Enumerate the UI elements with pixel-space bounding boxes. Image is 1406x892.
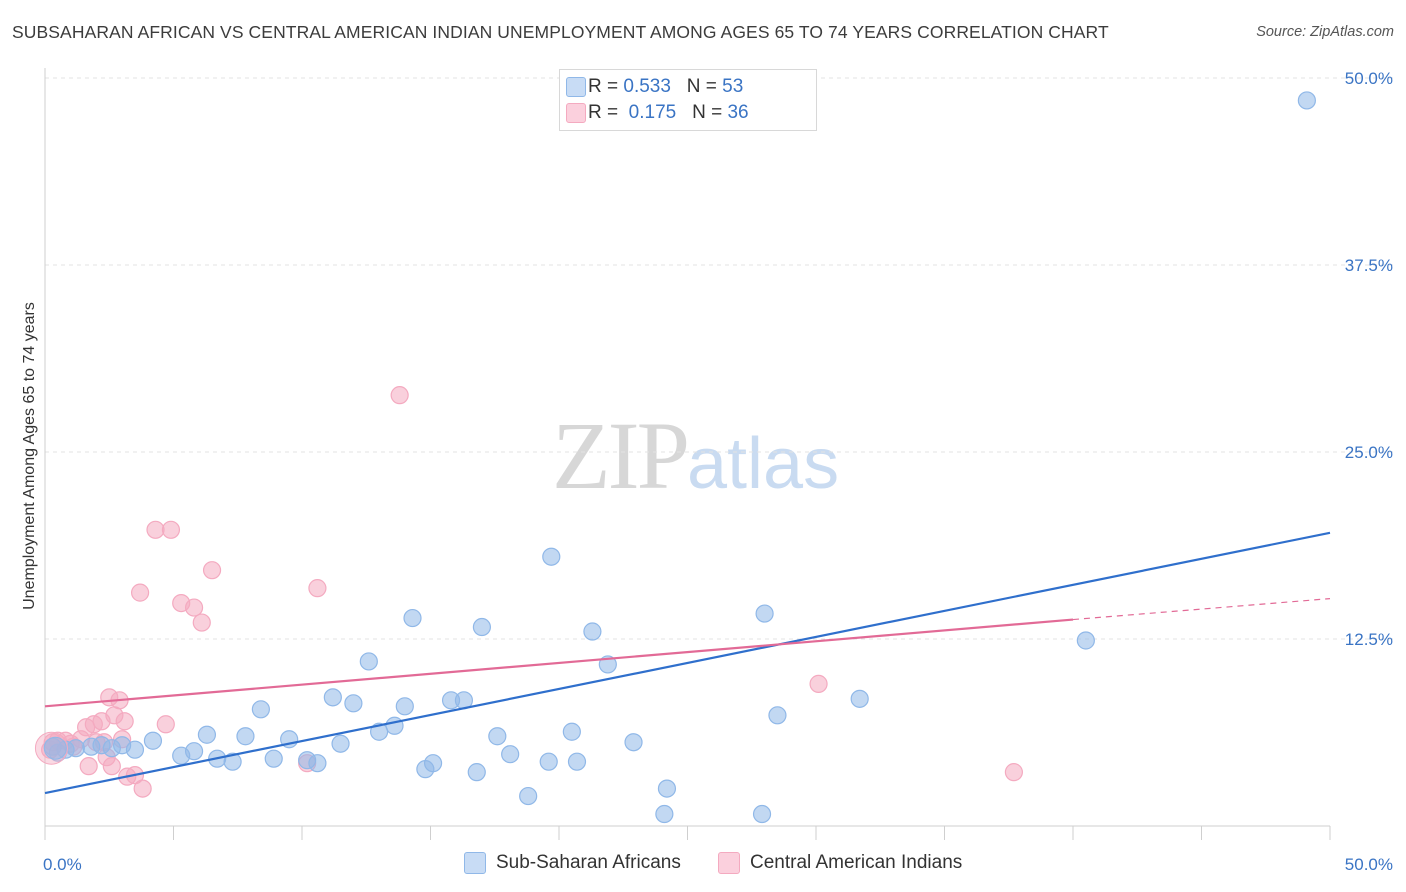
legend-swatch-pink (566, 103, 586, 123)
x-tick-label: 0.0% (43, 855, 82, 874)
data-point (385, 716, 404, 735)
data-point (323, 688, 342, 707)
data-point (161, 520, 181, 539)
data-point (125, 740, 145, 759)
series-layer (34, 91, 1316, 824)
legend-item-subsaharan: Sub-Saharan Africans (464, 852, 681, 874)
legend-item-central-american: Central American Indians (718, 852, 962, 874)
legend-swatch-blue (464, 852, 486, 874)
data-point (184, 598, 204, 617)
legend-r-label: R = (588, 102, 619, 123)
legend-swatch-blue (566, 77, 586, 97)
chart-title: SUBSAHARAN AFRICAN VS CENTRAL AMERICAN I… (12, 22, 1109, 42)
data-point (1004, 763, 1023, 782)
data-point (146, 520, 165, 539)
data-point (1076, 631, 1095, 650)
data-point (752, 804, 772, 824)
legend-n-value: 36 (727, 102, 749, 123)
data-point (488, 727, 507, 746)
data-point (1297, 91, 1316, 110)
series-central-american-indians (41, 386, 1023, 798)
data-point (370, 722, 389, 741)
y-axis-label: Unemployment Among Ages 65 to 74 years (21, 302, 38, 610)
data-point (264, 749, 283, 768)
data-point (202, 561, 222, 580)
data-point (308, 754, 327, 773)
data-point (657, 779, 677, 798)
data-point (755, 604, 774, 623)
watermark-atlas: atlas (687, 424, 840, 504)
data-point (583, 622, 602, 641)
data-point (236, 727, 255, 746)
data-point (768, 706, 787, 725)
data-point (501, 745, 520, 764)
data-point (66, 739, 85, 758)
legend-r-label: R = (588, 76, 619, 97)
legend-series-name: Central American Indians (750, 852, 963, 873)
legend-swatch-pink (718, 852, 740, 874)
data-point (115, 712, 134, 731)
data-point (192, 613, 211, 632)
data-point (184, 742, 204, 761)
legend-n-label: N = (686, 76, 717, 97)
data-point (472, 617, 491, 637)
trend-line-extension (1072, 598, 1331, 621)
y-tick-label: 12.5% (1345, 630, 1393, 649)
trend-layer (44, 531, 1331, 795)
stats-legend: R = 0.533 N = 53 R = 0.175 N = 36 (559, 69, 817, 131)
data-point (79, 757, 98, 776)
y-tick-label: 50.0% (1345, 69, 1393, 88)
data-point (359, 652, 378, 671)
data-point (539, 752, 558, 771)
series-sub-saharan-africans (43, 91, 1316, 824)
watermark-zip: ZIP (552, 402, 690, 509)
data-point (344, 694, 363, 713)
data-point (197, 725, 217, 744)
legend-r-value: 0.175 (628, 102, 677, 123)
data-point (156, 715, 175, 734)
data-point (308, 579, 327, 598)
axes (44, 68, 1331, 840)
grid-lines (45, 77, 1395, 640)
tick-labels: 12.5% 25.0% 37.5% 50.0% 0.0% 50.0% (43, 69, 1393, 874)
watermark: ZIPatlas (552, 400, 839, 511)
data-point (331, 734, 350, 753)
data-point (223, 752, 242, 771)
data-point (624, 733, 643, 752)
data-point (403, 608, 422, 628)
legend-r-value: 0.533 (623, 76, 671, 97)
data-point (143, 731, 163, 750)
x-tick-label: 50.0% (1345, 855, 1393, 874)
legend-n-label: N = (692, 102, 723, 123)
data-point (395, 697, 414, 716)
series-legend: Sub-Saharan Africans Central American In… (0, 852, 1406, 876)
data-point (809, 674, 828, 693)
trend-line-subsaharan (44, 531, 1331, 795)
y-tick-label: 25.0% (1345, 443, 1393, 462)
data-point (130, 583, 150, 602)
y-tick-label: 37.5% (1345, 256, 1393, 275)
data-point (850, 689, 869, 708)
data-point (390, 386, 409, 405)
source-credit: Source: ZipAtlas.com (1256, 24, 1394, 40)
data-point (655, 804, 674, 824)
legend-n-value: 53 (722, 76, 744, 97)
data-point (562, 722, 581, 741)
data-point (567, 752, 587, 771)
legend-row-central-american: R = 0.175 N = 36 (566, 101, 749, 125)
legend-series-name: Sub-Saharan Africans (496, 852, 681, 873)
data-point (542, 547, 561, 566)
data-point (102, 757, 121, 776)
data-point (251, 700, 270, 719)
data-point (467, 763, 486, 782)
legend-row-subsaharan: R = 0.533 N = 53 (566, 75, 744, 99)
data-point-cluster (43, 736, 67, 760)
data-point (133, 779, 152, 798)
data-point (519, 786, 538, 806)
trend-line-central-american (44, 618, 1074, 708)
data-point (423, 754, 443, 773)
